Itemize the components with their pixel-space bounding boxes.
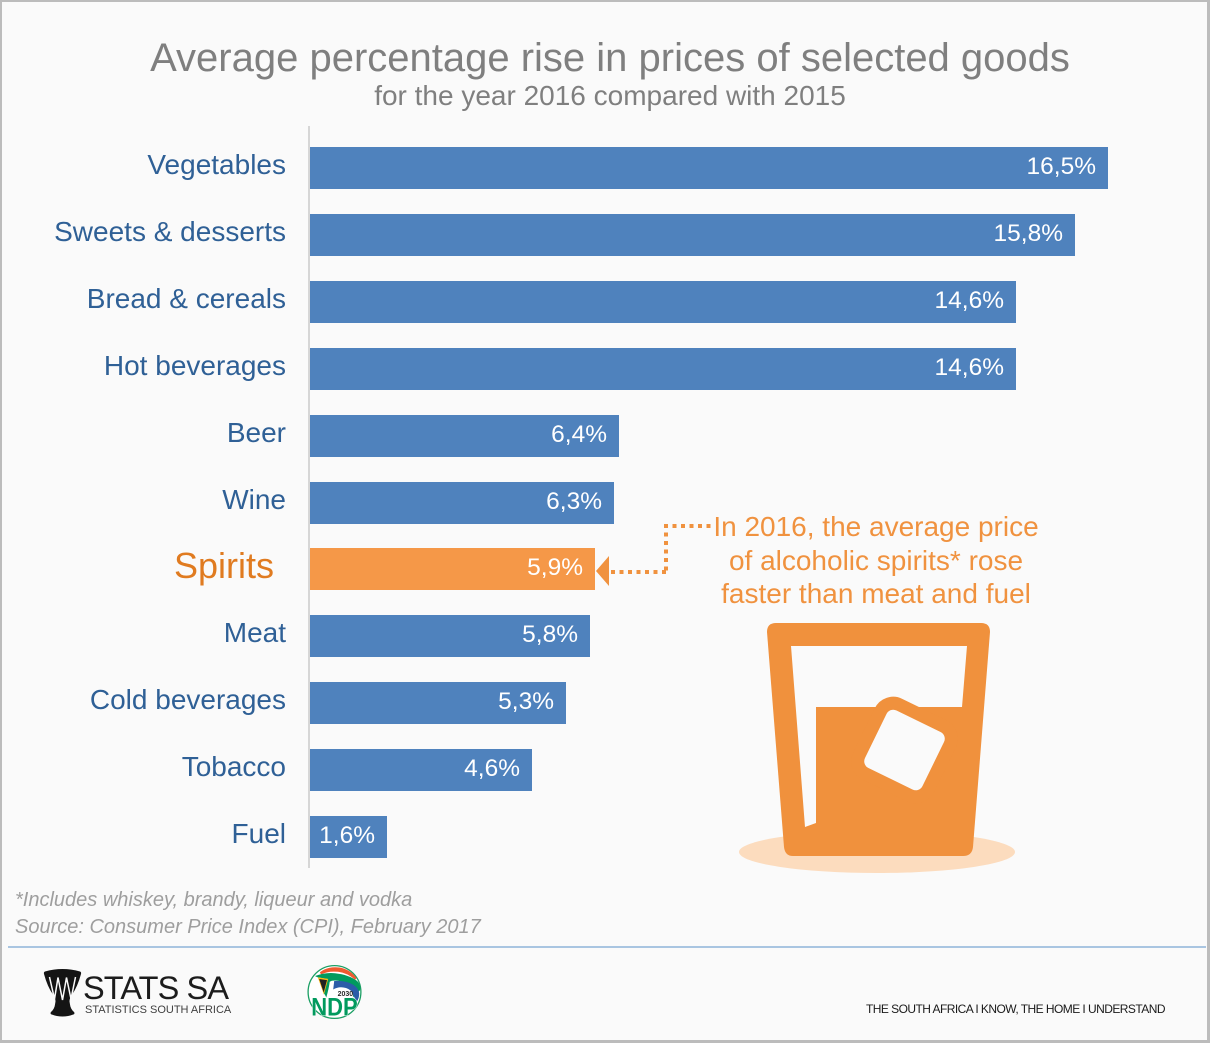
svg-text:NDP: NDP [311, 993, 357, 1021]
svg-text:2030: 2030 [338, 991, 354, 998]
